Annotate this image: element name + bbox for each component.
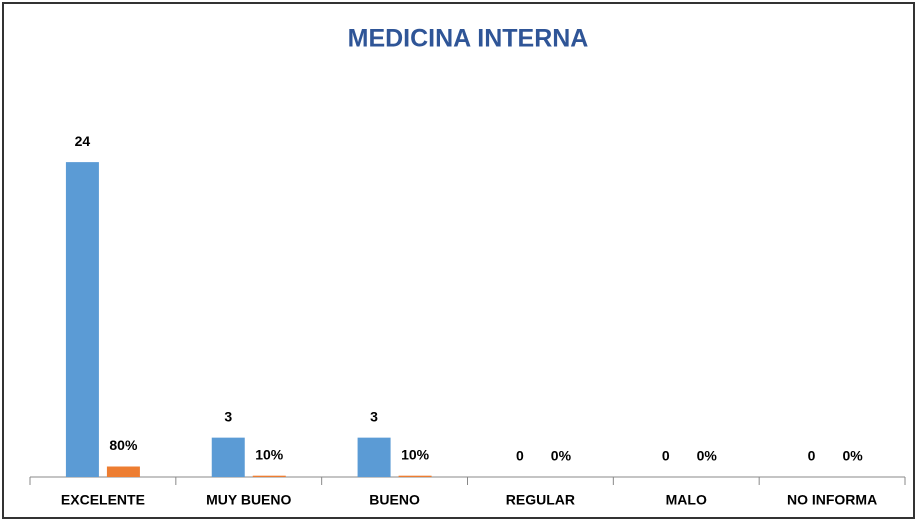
- x-tick-label: NO INFORMA: [787, 492, 877, 508]
- data-label: 0: [662, 448, 670, 464]
- chart-title: MEDICINA INTERNA: [348, 25, 589, 53]
- bar: [211, 437, 245, 477]
- data-label: 24: [75, 133, 91, 149]
- x-tick-label: MALO: [666, 492, 707, 508]
- bar: [106, 466, 140, 477]
- bar: [252, 475, 286, 477]
- data-label: 80%: [109, 437, 138, 453]
- data-label: 0: [808, 448, 816, 464]
- data-label: 3: [224, 408, 232, 424]
- data-label: 0: [516, 448, 524, 464]
- bar: [65, 162, 99, 477]
- data-label: 3: [370, 408, 378, 424]
- data-label: 10%: [255, 446, 284, 462]
- x-tick-label: BUENO: [369, 492, 420, 508]
- bar: [398, 475, 432, 477]
- data-label: 0%: [551, 448, 572, 464]
- x-tick-label: EXCELENTE: [61, 492, 145, 508]
- data-label: 10%: [401, 446, 430, 462]
- x-tick-label: REGULAR: [506, 492, 575, 508]
- x-tick-label: MUY BUENO: [206, 492, 291, 508]
- data-label: 0%: [697, 448, 718, 464]
- data-label: 0%: [842, 448, 863, 464]
- bar: [357, 437, 391, 477]
